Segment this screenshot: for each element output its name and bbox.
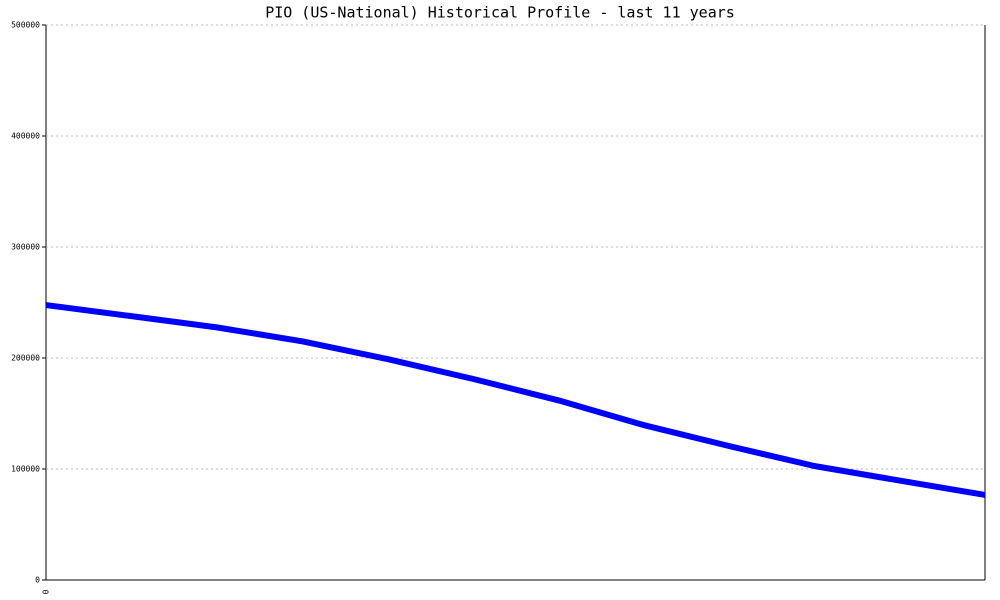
y-tick-label: 0	[35, 576, 40, 585]
y-tick-label: 100000	[11, 465, 40, 474]
x-tick-label: 0	[42, 589, 51, 594]
y-tick-label: 200000	[11, 354, 40, 363]
y-tick-label: 400000	[11, 132, 40, 141]
y-tick-label: 500000	[11, 21, 40, 30]
data-line	[45, 302, 986, 498]
chart-title: PIO (US-National) Historical Profile - l…	[265, 4, 735, 22]
y-tick-label: 300000	[11, 243, 40, 252]
